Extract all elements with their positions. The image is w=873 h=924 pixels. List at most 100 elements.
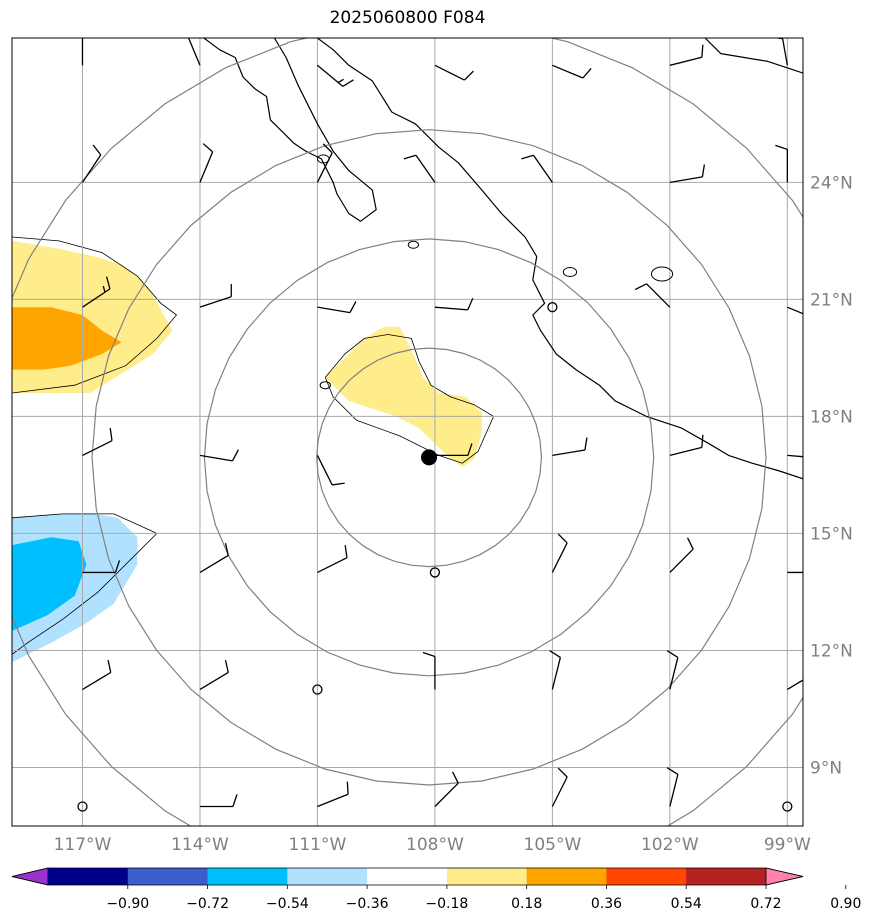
latitude-label: 21°N (810, 290, 853, 310)
barb-full (701, 434, 704, 448)
barb-staff (199, 454, 233, 462)
barb-full (549, 650, 561, 658)
colorbar-extend-high (765, 867, 804, 886)
colorbar-tick-label: 0.90 (830, 896, 861, 912)
colorbar: −0.90 −0.72 −0.54 −0.36 −0.18 0.18 0.36 0.54 0.7… (11, 867, 861, 912)
wind-barb (669, 164, 706, 183)
barb-full (820, 560, 824, 572)
island (407, 240, 419, 249)
colorbar-tick-label: −0.36 (346, 896, 389, 912)
range-ring (316, 347, 542, 568)
wind-barb (669, 434, 704, 457)
barb-staff (551, 657, 562, 690)
wind-barb (669, 537, 694, 573)
barb-staff (199, 554, 229, 573)
barb-full (344, 545, 348, 558)
contour-line (12, 513, 158, 655)
calm-circle (782, 801, 793, 812)
barb-full (467, 443, 473, 456)
calm-circle (547, 302, 558, 313)
barb-full (818, 310, 826, 320)
barb-full (422, 651, 436, 658)
wind-barb (551, 767, 568, 807)
calm-circle (429, 567, 441, 578)
storm-center-layer (421, 449, 438, 466)
barb-staff (415, 154, 436, 183)
longitude-label: 117°W (54, 835, 112, 855)
range-ring-layer (12, 38, 803, 826)
map-frame (11, 37, 804, 827)
barb-full (701, 44, 704, 58)
colorbar-segment (127, 868, 209, 885)
colorbar-tick-label: −0.18 (425, 896, 468, 912)
wind-barb (199, 284, 232, 308)
barb-staff (669, 446, 703, 457)
wind-barb (82, 560, 121, 574)
barb-staff (669, 774, 679, 807)
barb-full (557, 533, 568, 544)
wind-barb (434, 443, 473, 457)
range-ring (203, 238, 655, 677)
wind-barb (317, 301, 357, 314)
storm-center-marker (421, 449, 438, 466)
wind-barb (317, 781, 349, 808)
calm-circle (77, 801, 88, 812)
barb-full (342, 79, 354, 87)
wind-barb-layer (77, 38, 826, 812)
barb-full (467, 298, 474, 311)
anomaly-fill-layer (12, 240, 482, 663)
map-plot-area (12, 38, 826, 826)
latitude-labels: 24°N 21°N 18°N 15°N 12°N 9°N (810, 173, 853, 778)
wind-barb (669, 44, 704, 66)
contour-line-layer (12, 236, 495, 655)
barb-full (105, 276, 111, 290)
colorbar-segment (686, 868, 767, 885)
colorbar-segment (606, 868, 687, 885)
negative-anomaly-medium (12, 537, 87, 631)
barb-full (224, 542, 229, 556)
barb-staff (551, 776, 568, 807)
colorbar-tick-label: 0.72 (750, 896, 781, 912)
barb-full (463, 70, 474, 81)
barb-staff (82, 440, 113, 456)
barb-full (322, 143, 333, 154)
barb-staff (532, 154, 553, 183)
barb-staff (199, 671, 229, 691)
barb-full (114, 560, 121, 573)
wind-barb (521, 154, 553, 183)
wind-barb (775, 144, 788, 183)
wind-barb (403, 154, 436, 183)
barb-staff (551, 542, 568, 573)
coastline-layer (203, 38, 803, 480)
wind-barb (199, 449, 240, 462)
wind-barb (434, 771, 459, 807)
wind-barb (547, 302, 558, 313)
coastline (203, 38, 377, 222)
barb-full (666, 650, 679, 658)
wind-barb (666, 767, 679, 807)
wind-barb (549, 650, 562, 690)
longitude-label: 114°W (171, 835, 229, 855)
contour-line (12, 236, 178, 394)
longitude-label: 99°W (764, 835, 811, 855)
barb-full (332, 482, 345, 486)
barb-staff (82, 671, 112, 691)
wind-barb (81, 38, 84, 66)
barb-staff (199, 151, 214, 183)
island (650, 266, 674, 282)
barb-staff (669, 548, 694, 573)
longitude-label: 108°W (406, 835, 464, 855)
colorbar-segment (287, 868, 368, 885)
barb-staff (434, 64, 465, 81)
wind-barb (312, 684, 323, 695)
barb-staff (669, 56, 703, 66)
barb-staff (317, 306, 351, 314)
longitude-label: 102°W (641, 835, 699, 855)
wind-barb (666, 650, 679, 690)
wind-barb (422, 651, 436, 690)
barb-full (349, 301, 357, 313)
colorbar-segment (446, 868, 528, 885)
wind-barb (82, 428, 113, 456)
island (562, 267, 578, 278)
